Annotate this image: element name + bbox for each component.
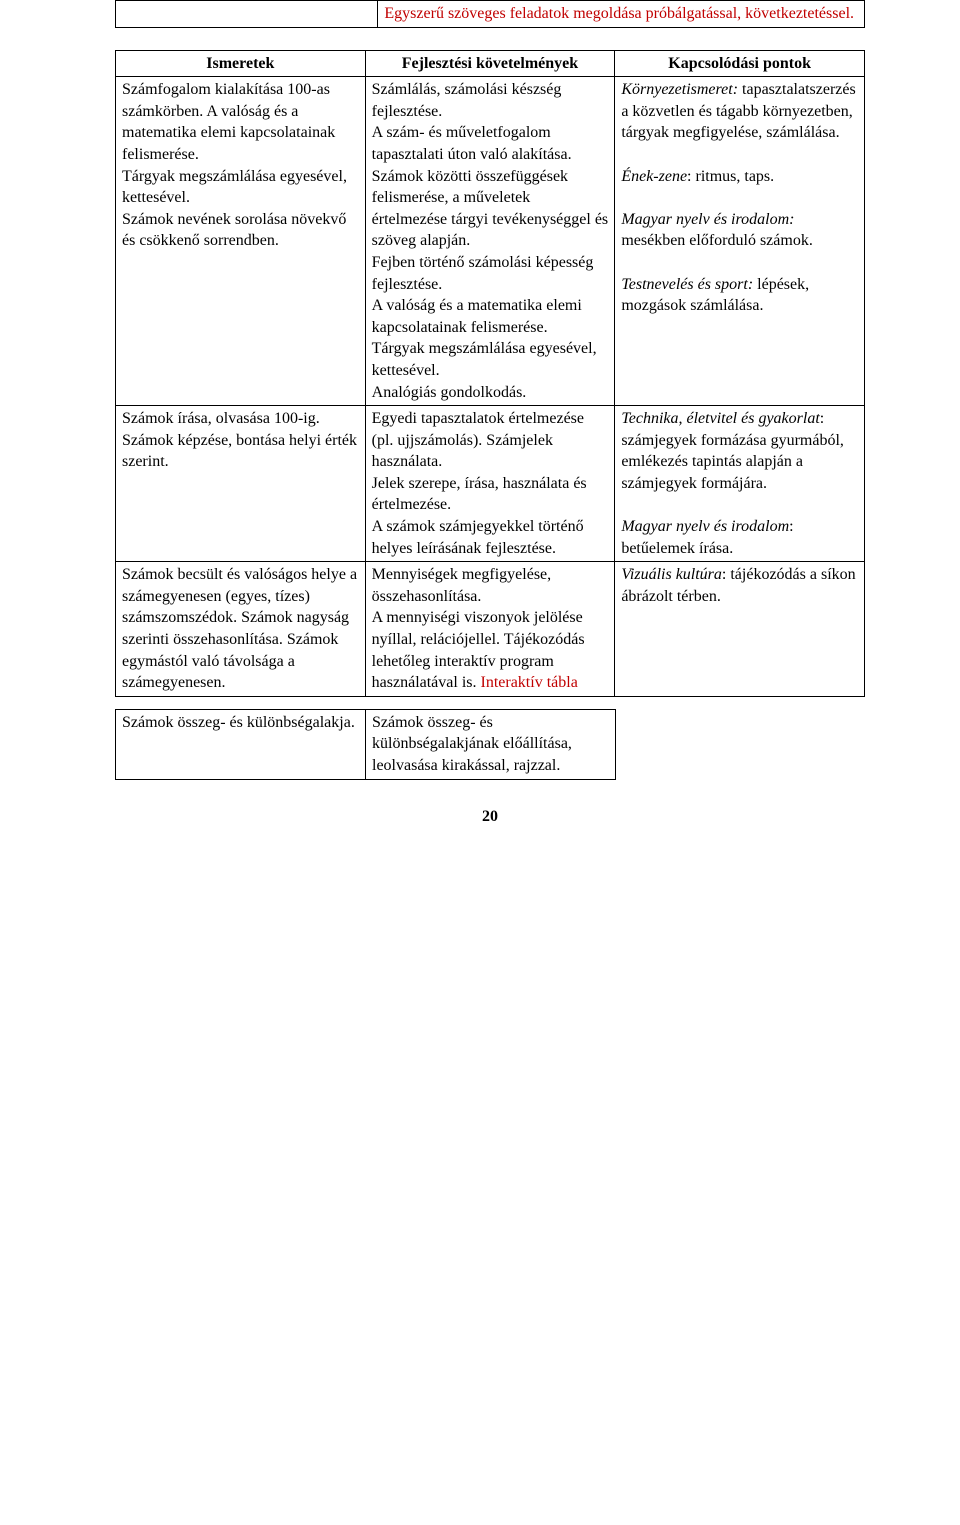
table-row: Számok írása, olvasása 100-ig. Számok ké… <box>116 406 865 562</box>
header-fejlesztesi: Fejlesztési követelmények <box>365 50 615 77</box>
bottom-table: Számok összeg- és különbségalakja. Számo… <box>115 709 616 780</box>
bottom-cell-c0: Számok összeg- és különbségalakja. <box>116 709 366 779</box>
cell-r1-c0: Számok írása, olvasása 100-ig. Számok ké… <box>116 406 366 562</box>
header-kapcsolodasi: Kapcsolódási pontok <box>615 50 865 77</box>
table-row: Számfogalom kialakítása 100-as számkörbe… <box>116 77 865 406</box>
header-row: Ismeretek Fejlesztési követelmények Kapc… <box>116 50 865 77</box>
cell-r1-c2: Technika, életvitel és gyakorlat: számje… <box>615 406 865 562</box>
bottom-cell-c1: Számok összeg- és különbségalakjának elő… <box>366 709 616 779</box>
table-row: Számok becsült és valóságos helye a szám… <box>116 562 865 697</box>
cell-r2-c1: Mennyiségek megfigyelése, összehasonlítá… <box>365 562 615 697</box>
cell-r1-c1: Egyedi tapasztalatok értelmezése (pl. uj… <box>365 406 615 562</box>
cell-r0-c1: Számlálás, számolási készség fejlesztése… <box>365 77 615 406</box>
page-number: 20 <box>115 808 865 826</box>
cell-r2-c0: Számok becsült és valóságos helye a szám… <box>116 562 366 697</box>
cell-r0-c0: Számfogalom kialakítása 100-as számkörbe… <box>116 77 366 406</box>
top-note-table: Egyszerű szöveges feladatok megoldása pr… <box>115 0 865 28</box>
header-ismeretek: Ismeretek <box>116 50 366 77</box>
top-note-empty-cell <box>116 1 378 28</box>
top-note-cell: Egyszerű szöveges feladatok megoldása pr… <box>378 1 865 28</box>
top-note-text: Egyszerű szöveges feladatok megoldása pr… <box>384 5 854 22</box>
cell-r2-c2: Vizuális kultúra: tájékozódás a síkon áb… <box>615 562 865 697</box>
cell-r0-c2: Környezetismeret: tapasztalatszerzés a k… <box>615 77 865 406</box>
main-table: Ismeretek Fejlesztési követelmények Kapc… <box>115 50 865 697</box>
table-row: Számok összeg- és különbségalakja. Számo… <box>116 709 616 779</box>
